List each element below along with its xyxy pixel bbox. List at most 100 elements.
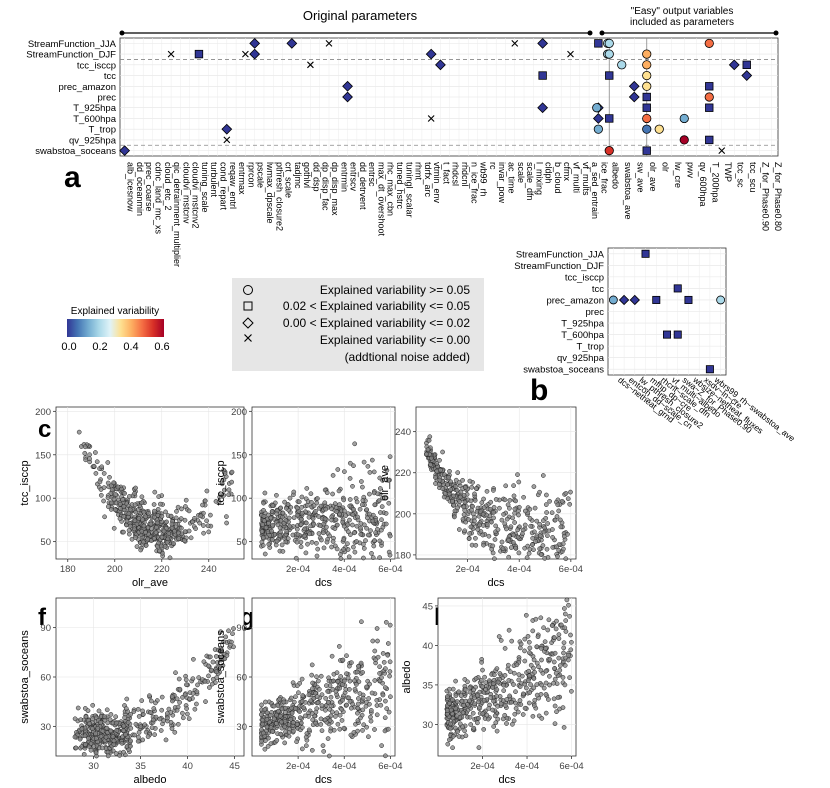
scatter-point bbox=[94, 459, 100, 465]
scatter-point bbox=[338, 674, 344, 679]
scatter-xlabel: dcs bbox=[498, 774, 516, 786]
scatter-point bbox=[465, 517, 471, 522]
scatter-point bbox=[149, 526, 155, 532]
scatter-point bbox=[142, 722, 148, 728]
scatter-point bbox=[535, 634, 541, 640]
panel-a-row-label: swabstoa_soceans bbox=[35, 146, 116, 157]
scatter-point bbox=[314, 674, 319, 680]
scatter-point bbox=[87, 456, 92, 462]
scatter-point bbox=[157, 501, 163, 507]
scatter-point bbox=[329, 506, 334, 512]
scatter-panel-3: 30 35 40 45 30 60 90 albedo swabstoa_soceans bbox=[19, 597, 245, 786]
panel-a-col-label: rc bbox=[488, 162, 498, 170]
scatter-point bbox=[382, 715, 388, 721]
scatter-point bbox=[551, 696, 557, 702]
scatter-point bbox=[226, 487, 232, 493]
scatter-point bbox=[455, 470, 461, 475]
scatter-point bbox=[358, 521, 364, 526]
scatter-point bbox=[146, 510, 151, 516]
scatter-point bbox=[268, 741, 274, 746]
scatter-point bbox=[493, 523, 499, 529]
scatter-point bbox=[287, 523, 293, 529]
scatter-point bbox=[207, 654, 213, 660]
scatter-point bbox=[259, 529, 265, 534]
scatter-point bbox=[480, 523, 486, 528]
scatter-point bbox=[468, 498, 474, 504]
scatter-point bbox=[522, 705, 528, 711]
scatter-point bbox=[303, 550, 309, 556]
scatter-point bbox=[557, 663, 563, 668]
scatter-point bbox=[126, 531, 132, 537]
scatter-point bbox=[201, 659, 207, 665]
scatter-point bbox=[347, 503, 353, 509]
scatter-point bbox=[504, 526, 509, 532]
panel-a-out-col-label: Z_for_Phase0.80 bbox=[773, 162, 783, 231]
scatter-point bbox=[177, 700, 182, 705]
panel-a-out-col-label: swabstoa_ave bbox=[623, 162, 633, 220]
scatter-point bbox=[298, 522, 304, 527]
scatter-point bbox=[283, 539, 289, 545]
panel-a-col-label: rhmt bbox=[414, 162, 424, 180]
scatter-point bbox=[492, 537, 498, 542]
scatter-point bbox=[511, 483, 516, 488]
scatter-point bbox=[141, 539, 146, 545]
scatter-point bbox=[261, 500, 266, 506]
scatter-point bbox=[280, 549, 286, 554]
panel-b-row-label: tcc_isccp bbox=[565, 272, 604, 283]
panel-a-col-label: a_sed_entrain bbox=[590, 162, 600, 219]
scatter-point bbox=[365, 532, 371, 538]
scatter-point bbox=[298, 539, 304, 545]
panel-a-col-label: alb_icesnow bbox=[126, 162, 136, 212]
scatter-point bbox=[534, 660, 540, 666]
scatter-point bbox=[205, 523, 211, 529]
scatter-panel-5: 2e-04 4e-04 6e-04 30 35 40 45 dcs albedo bbox=[401, 597, 584, 786]
scatter-point bbox=[107, 474, 112, 480]
scatter-point bbox=[315, 700, 321, 706]
scatter-point bbox=[522, 522, 528, 528]
scatter-point bbox=[157, 548, 162, 554]
scatter-point bbox=[467, 685, 473, 691]
panel-a-out-point bbox=[592, 103, 602, 113]
panel-a-point bbox=[167, 50, 175, 58]
scatter-point bbox=[82, 450, 88, 456]
panel-a-point bbox=[537, 102, 549, 114]
scatter-point bbox=[268, 515, 274, 521]
panel-a-out-point bbox=[642, 124, 652, 134]
panel-a-out-point bbox=[704, 38, 714, 48]
scatter-point bbox=[556, 508, 562, 514]
scatter-point bbox=[491, 488, 496, 493]
scatter-point bbox=[453, 678, 458, 684]
scatter-point bbox=[113, 720, 119, 726]
scatter-point bbox=[368, 718, 374, 724]
scatter-point bbox=[493, 497, 499, 502]
scatter-point bbox=[494, 687, 500, 692]
scatter-point bbox=[90, 716, 95, 722]
panel-b-point bbox=[629, 294, 640, 306]
panel-a-out-point bbox=[705, 103, 714, 112]
scatter-point bbox=[347, 687, 352, 692]
scatter-point bbox=[467, 714, 473, 720]
panel-a-point bbox=[593, 124, 603, 134]
scatter-point bbox=[159, 534, 165, 540]
panel-a-col-label: prec_coarse bbox=[144, 162, 154, 212]
scatter-point bbox=[366, 696, 371, 701]
scatter-point bbox=[120, 497, 126, 502]
scatter-point bbox=[326, 675, 331, 681]
scatter-point bbox=[383, 753, 388, 759]
scatter-point bbox=[72, 734, 78, 740]
scatter-point bbox=[143, 514, 149, 520]
scatter-point bbox=[271, 703, 277, 709]
scatter-point bbox=[122, 491, 127, 496]
scatter-point bbox=[355, 705, 361, 711]
scatter-xtick-label: 200 bbox=[107, 564, 123, 575]
panel-a-col-label: dd_dsp bbox=[311, 162, 321, 192]
scatter-ytick-label: 90 bbox=[236, 623, 247, 634]
scatter-point bbox=[552, 703, 558, 709]
scatter-point bbox=[221, 477, 227, 483]
scatter-point bbox=[270, 503, 276, 508]
scatter-point bbox=[282, 724, 288, 730]
scatter-point bbox=[324, 539, 330, 545]
scatter-point bbox=[76, 429, 82, 435]
scatter-point bbox=[444, 694, 450, 699]
scatter-point bbox=[468, 722, 474, 727]
